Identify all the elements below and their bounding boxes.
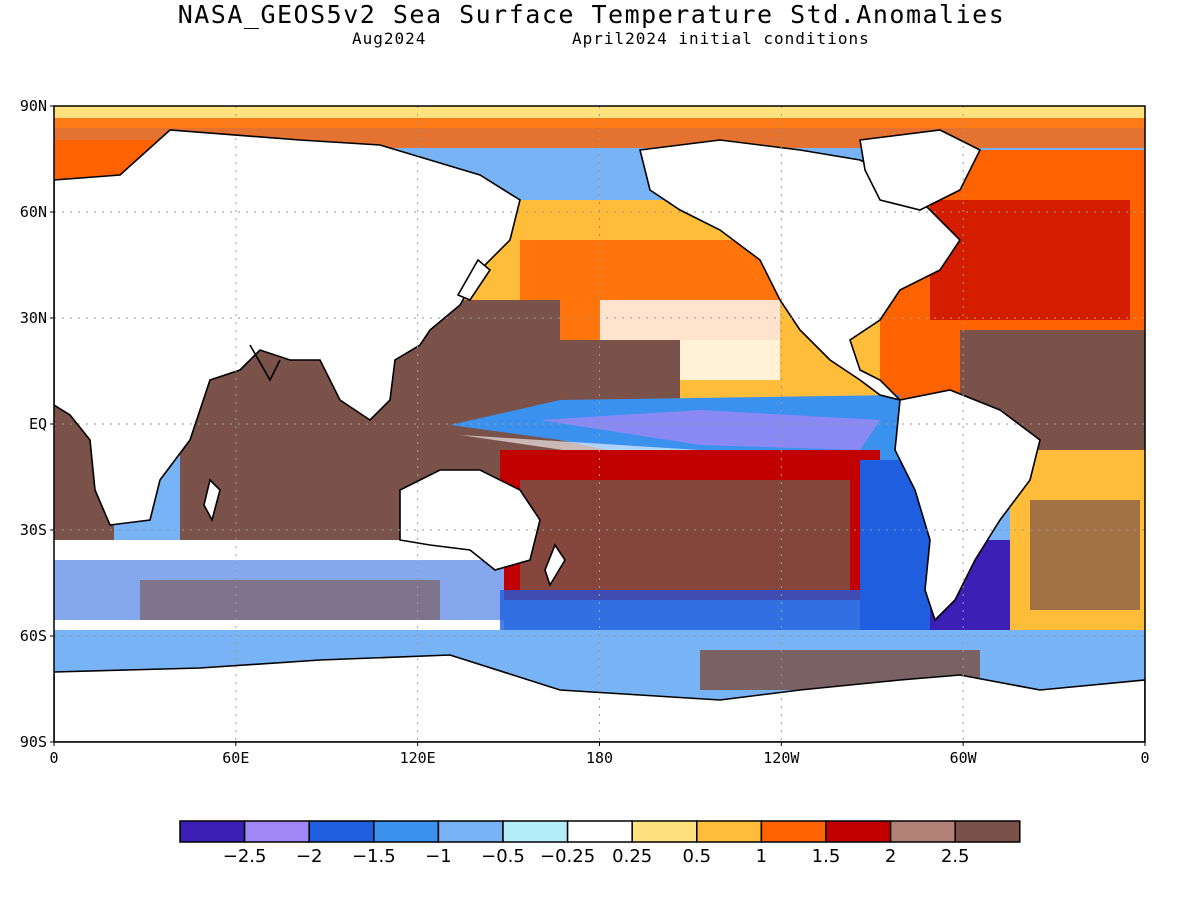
colorbar [179, 820, 1021, 843]
colorbar-label: −0.5 [481, 846, 525, 867]
lat-label: 30N [20, 309, 47, 327]
lat-label: 60S [20, 627, 47, 645]
lon-label: 120W [763, 749, 800, 767]
colorbar-label: 1.5 [812, 846, 841, 867]
colorbar-swatch [373, 820, 440, 843]
lon-label: 0 [49, 749, 58, 767]
colorbar-swatch [566, 820, 633, 843]
eurasia-africa [54, 129, 521, 526]
lat-label: EQ [29, 415, 47, 433]
colorbar-swatch [889, 820, 956, 843]
colorbar-swatch [308, 820, 375, 843]
gridlines [54, 106, 1145, 742]
colorbar-label: −2 [296, 846, 323, 867]
australia [399, 469, 541, 571]
lat-label: 90S [20, 733, 47, 751]
colorbar-label: −1.5 [352, 846, 396, 867]
lon-label: 180 [586, 749, 613, 767]
axis-ticks [50, 105, 1146, 746]
lon-labels: 0 60E 120E 180 120W 60W 0 [49, 749, 1149, 767]
colorbar-swatch [437, 820, 504, 843]
madagascar [203, 478, 221, 523]
map-title: NASA_GEOS5v2 Sea Surface Temperature Std… [177, 0, 1006, 29]
colorbar-swatch [631, 820, 698, 843]
colorbar-swatch [179, 820, 246, 843]
south-america [894, 389, 1041, 622]
colorbar-label: 2 [885, 846, 896, 867]
new-zealand [544, 543, 566, 587]
india [249, 344, 281, 382]
greenland [859, 129, 982, 211]
initial-conditions: April2024 initial conditions [572, 29, 870, 48]
colorbar-label: 0.5 [682, 846, 711, 867]
lat-labels: 90N 60N 30N EQ 30S 60S 90S [20, 97, 47, 751]
colorbar-swatch [954, 820, 1021, 843]
japan [456, 258, 492, 301]
colorbar-swatch [502, 820, 569, 843]
colorbar-swatch [825, 820, 892, 843]
colorbar-label: −1 [425, 846, 452, 867]
lat-label: 90N [20, 97, 47, 115]
colorbar-label: 2.5 [941, 846, 970, 867]
colorbar-label: −2.5 [223, 846, 267, 867]
lat-label: 60N [20, 203, 47, 221]
colorbar-labels: −2.5 −2 −1.5 −1 −0.5 −0.25 0.25 0.5 1 1.5 2 2.5 [223, 846, 970, 867]
colorbar-label: 1 [756, 846, 767, 867]
lon-label: 60W [950, 749, 978, 767]
colorbar-swatch [696, 820, 763, 843]
colorbar-swatch [760, 820, 827, 843]
lon-label: 60E [222, 749, 249, 767]
colorbar-label: −0.25 [540, 846, 595, 867]
colorbar-label: 0.25 [612, 846, 652, 867]
continents [54, 129, 1145, 742]
valid-month: Aug2024 [352, 29, 427, 48]
lat-label: 30S [20, 521, 47, 539]
lon-label: 120E [400, 749, 436, 767]
colorbar-swatch [243, 820, 310, 843]
lon-label: 0 [1140, 749, 1149, 767]
